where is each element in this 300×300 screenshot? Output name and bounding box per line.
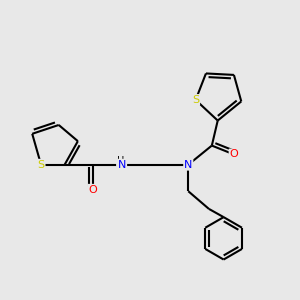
Text: S: S (192, 95, 199, 105)
Text: N: N (184, 160, 193, 170)
Text: N: N (118, 160, 126, 170)
Text: S: S (38, 160, 45, 170)
Text: O: O (230, 149, 238, 159)
Text: H: H (117, 156, 124, 166)
Text: O: O (88, 185, 97, 195)
